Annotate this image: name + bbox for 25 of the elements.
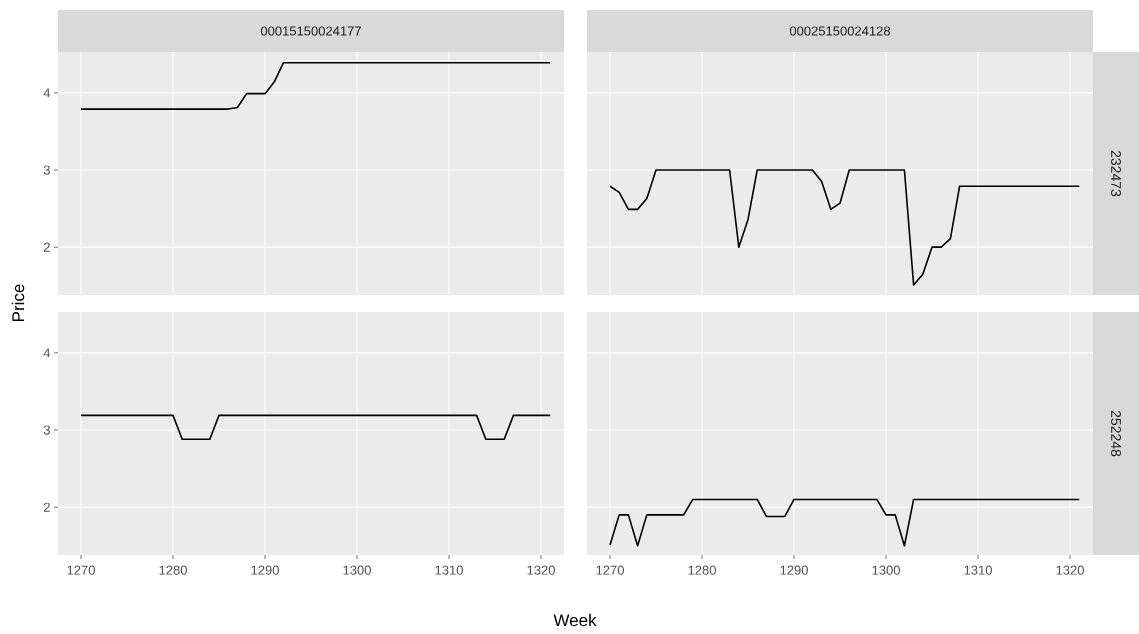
y-tick-label: 3 [43,165,50,175]
x-tick-label: 1310 [964,565,992,575]
x-tick-label: 1310 [435,565,463,575]
x-axis-title: Week [553,613,597,627]
text: 232473 [1111,150,1121,197]
y-tick-label: 4 [43,348,51,358]
x-tick-label: 1280 [688,565,716,575]
text: 252248 [1111,410,1121,457]
x-tick-label: 1320 [527,565,555,575]
x-tick-label: 1300 [872,565,900,575]
x-tick-label: 1270 [596,565,624,575]
x-tick-label: 1300 [343,565,371,575]
x-tick-label: 1290 [251,565,279,575]
y-tick-label: 3 [43,425,50,435]
x-tick-label: 1320 [1056,565,1084,575]
chart-title: 00015150024177 [260,26,361,36]
y-tick-label: 2 [43,242,50,252]
x-tick-label: 1280 [159,565,187,575]
y-axis-title: Price [11,284,25,321]
line-series [80,61,552,110]
x-tick-label: 1270 [67,565,95,575]
y-tick-label: 4 [43,88,51,98]
x-tick-label: 1290 [780,565,808,575]
y-tick-label: 2 [43,502,50,512]
chart-title: 00025150024128 [789,26,891,36]
